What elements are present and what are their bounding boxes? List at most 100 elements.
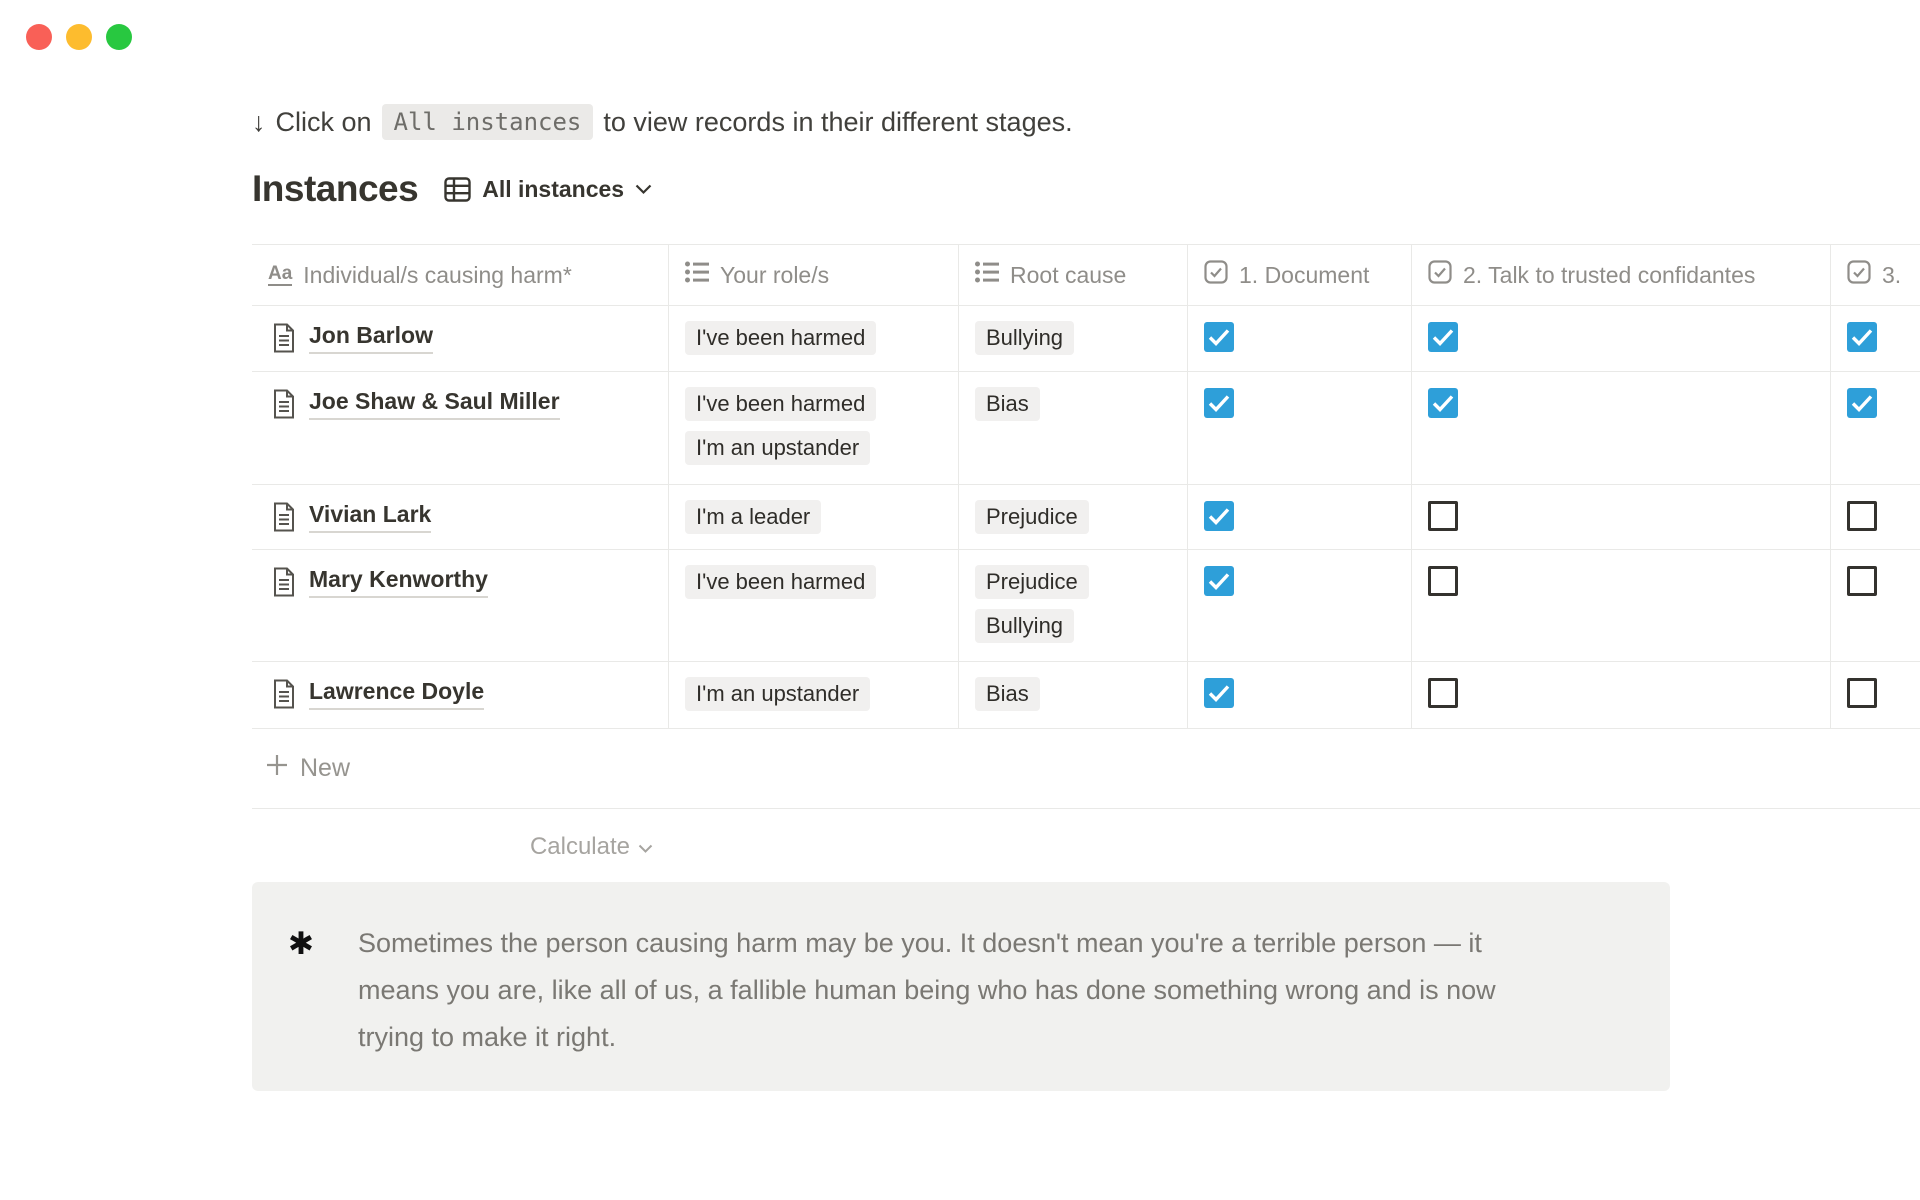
- caption-inline-code: All instances: [381, 104, 594, 140]
- page-link[interactable]: Joe Shaw & Saul Miller: [252, 372, 669, 484]
- roles-cell[interactable]: I've been harmed: [669, 550, 959, 661]
- step3-checkbox-cell: [1831, 662, 1920, 728]
- tag: I've been harmed: [685, 565, 877, 599]
- checkbox[interactable]: [1204, 678, 1234, 708]
- database-title-row: Instances All instances: [252, 168, 652, 210]
- checkbox[interactable]: [1847, 566, 1877, 596]
- page-link[interactable]: Mary Kenworthy: [252, 550, 669, 661]
- table-row: Vivian Lark I'm a leader Prejudice: [252, 485, 1920, 550]
- new-row-label: New: [300, 754, 351, 782]
- instances-table: Aa Individual/s causing harm* Your role/…: [252, 244, 1920, 1091]
- page-link-label: Lawrence Doyle: [309, 678, 485, 710]
- page-title: Instances: [252, 168, 419, 209]
- new-row-button[interactable]: New: [252, 729, 1920, 809]
- view-switcher-label: All instances: [482, 175, 625, 202]
- talk-checkbox-cell: [1412, 485, 1831, 549]
- root-cause-cell[interactable]: Bias: [959, 662, 1188, 728]
- root-cause-cell[interactable]: Prejudice Bullying: [959, 550, 1188, 661]
- column-header-document[interactable]: 1. Document: [1188, 245, 1412, 305]
- page-link[interactable]: Jon Barlow: [252, 306, 669, 371]
- multiselect-icon: [685, 261, 709, 289]
- table-row: Mary Kenworthy I've been harmed Prejudic…: [252, 550, 1920, 662]
- checkbox[interactable]: [1204, 501, 1234, 531]
- table-view-icon: [444, 176, 471, 202]
- tag: I'm an upstander: [685, 431, 871, 465]
- document-checkbox-cell: [1188, 550, 1412, 661]
- step3-checkbox-cell: [1831, 306, 1920, 371]
- page-icon: [274, 502, 294, 532]
- column-header-individuals[interactable]: Aa Individual/s causing harm*: [252, 245, 669, 305]
- page-icon: [274, 567, 294, 597]
- step3-checkbox-cell: [1831, 485, 1920, 549]
- window-controls: [26, 24, 132, 50]
- checkbox[interactable]: [1204, 566, 1234, 596]
- roles-cell[interactable]: I'm an upstander: [669, 662, 959, 728]
- caption-text-before: Click on: [275, 106, 372, 137]
- tag: I've been harmed: [685, 387, 877, 421]
- table-row: Joe Shaw & Saul Miller I've been harmed …: [252, 372, 1920, 485]
- plus-icon: [266, 754, 288, 783]
- talk-checkbox-cell: [1412, 372, 1831, 484]
- page-link-label: Vivian Lark: [309, 501, 432, 533]
- tag: Prejudice: [975, 565, 1089, 599]
- column-header-label: 2. Talk to trusted confidantes: [1463, 261, 1756, 288]
- checkbox-icon: [1428, 260, 1452, 290]
- table-header-row: Aa Individual/s causing harm* Your role/…: [252, 244, 1920, 306]
- close-window-button[interactable]: [26, 24, 52, 50]
- chevron-down-icon: [635, 184, 652, 195]
- page-link[interactable]: Lawrence Doyle: [252, 662, 669, 728]
- checkbox[interactable]: [1428, 678, 1458, 708]
- caption-text-after: to view records in their different stage…: [603, 106, 1073, 137]
- checkbox[interactable]: [1847, 388, 1877, 418]
- page-link-label: Mary Kenworthy: [309, 566, 488, 598]
- table-row: Lawrence Doyle I'm an upstander Bias: [252, 662, 1920, 729]
- checkbox[interactable]: [1847, 678, 1877, 708]
- checkbox[interactable]: [1428, 322, 1458, 352]
- minimize-window-button[interactable]: [66, 24, 92, 50]
- column-header-root-cause[interactable]: Root cause: [959, 245, 1188, 305]
- column-header-label: Root cause: [1010, 261, 1127, 288]
- page-link[interactable]: Vivian Lark: [252, 485, 669, 549]
- page-icon: [274, 389, 294, 419]
- chevron-down-icon: [638, 833, 653, 861]
- column-header-talk-to-confidantes[interactable]: 2. Talk to trusted confidantes: [1412, 245, 1831, 305]
- column-header-label: 1. Document: [1239, 261, 1370, 288]
- column-header-label: 3.: [1882, 261, 1902, 288]
- zoom-window-button[interactable]: [106, 24, 132, 50]
- title-icon: Aa: [268, 263, 293, 286]
- roles-cell[interactable]: I'm a leader: [669, 485, 959, 549]
- page-link-label: Joe Shaw & Saul Miller: [309, 388, 560, 420]
- calculate-button[interactable]: Calculate: [252, 815, 669, 879]
- roles-cell[interactable]: I've been harmed: [669, 306, 959, 371]
- tag: I've been harmed: [685, 321, 877, 355]
- callout: ✱ Sometimes the person causing harm may …: [252, 882, 1670, 1091]
- table-row: Jon Barlow I've been harmed Bullying: [252, 306, 1920, 372]
- checkbox[interactable]: [1204, 388, 1234, 418]
- root-cause-cell[interactable]: Bullying: [959, 306, 1188, 371]
- view-switcher-button[interactable]: All instances: [444, 176, 652, 203]
- column-header-step3[interactable]: 3.: [1831, 245, 1920, 305]
- checkbox[interactable]: [1428, 388, 1458, 418]
- tag: I'm a leader: [685, 500, 822, 534]
- checkbox[interactable]: [1428, 501, 1458, 531]
- root-cause-cell[interactable]: Prejudice: [959, 485, 1188, 549]
- checkbox[interactable]: [1428, 566, 1458, 596]
- tag: Bias: [975, 387, 1040, 421]
- calculate-label: Calculate: [529, 833, 630, 860]
- checkbox[interactable]: [1847, 322, 1877, 352]
- tag: Bias: [975, 677, 1040, 711]
- page-link-label: Jon Barlow: [309, 322, 433, 354]
- step3-checkbox-cell: [1831, 550, 1920, 661]
- checkbox-icon: [1847, 260, 1871, 290]
- column-header-your-roles[interactable]: Your role/s: [669, 245, 959, 305]
- tag: Bullying: [975, 609, 1075, 643]
- tag: Bullying: [975, 321, 1075, 355]
- checkbox[interactable]: [1847, 501, 1877, 531]
- document-checkbox-cell: [1188, 306, 1412, 371]
- checkbox[interactable]: [1204, 322, 1234, 352]
- roles-cell[interactable]: I've been harmed I'm an upstander: [669, 372, 959, 484]
- root-cause-cell[interactable]: Bias: [959, 372, 1188, 484]
- multiselect-icon: [975, 261, 999, 289]
- page-icon: [274, 323, 294, 353]
- caption: ↓ Click on All instances to view records…: [252, 104, 1073, 140]
